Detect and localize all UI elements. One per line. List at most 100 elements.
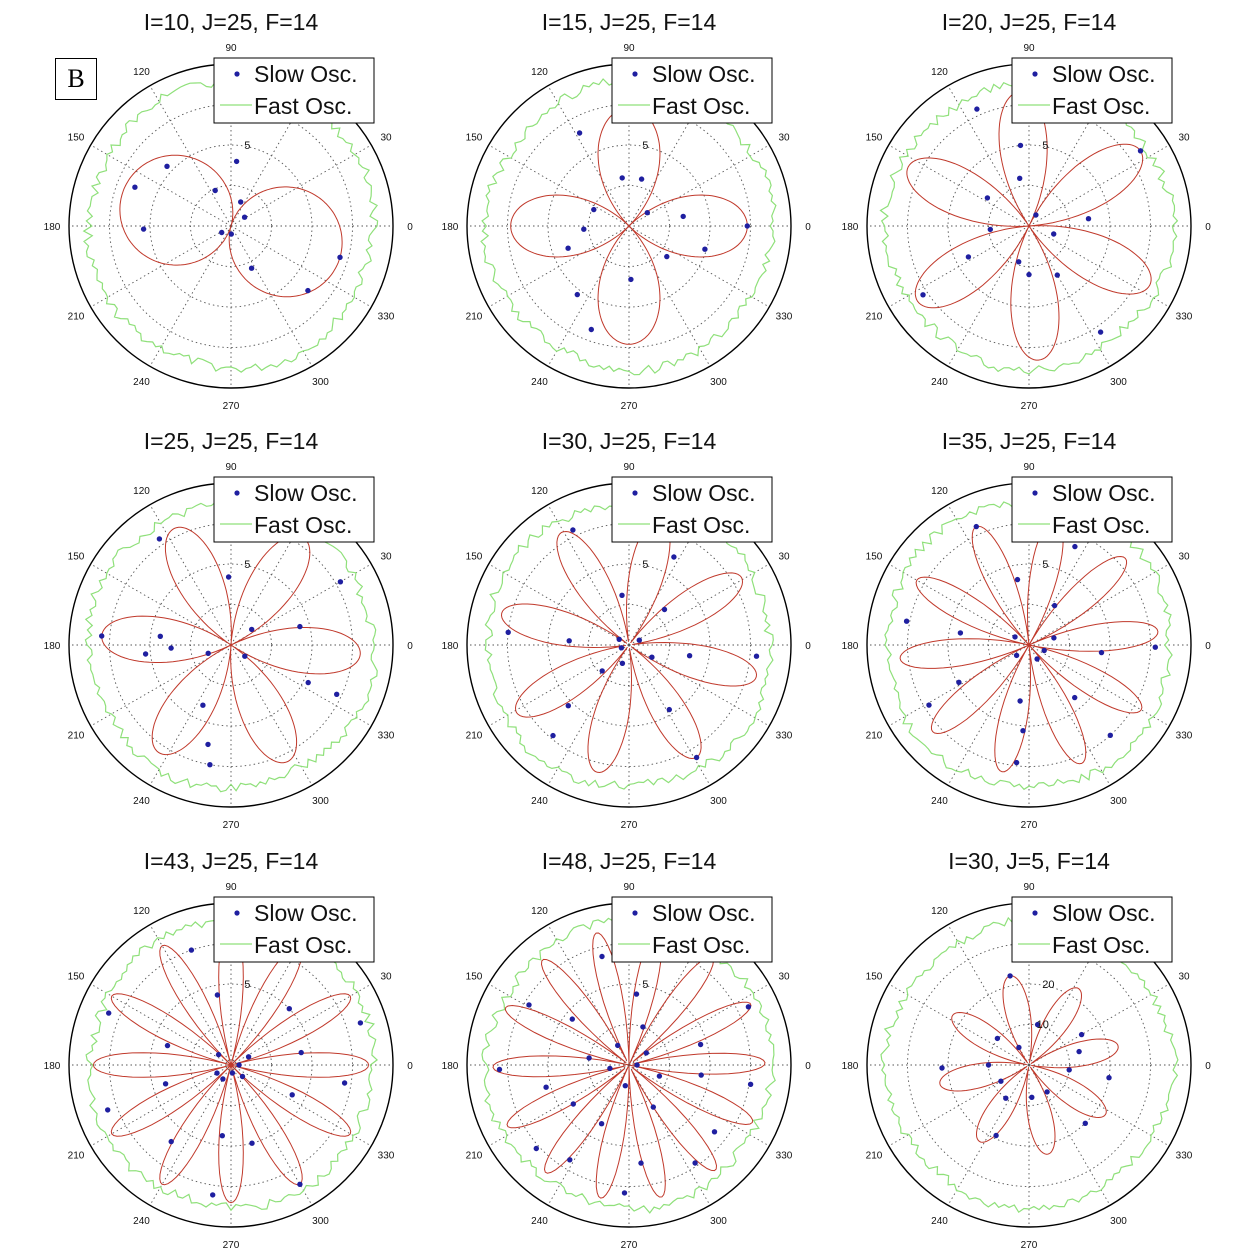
slow-osc-point xyxy=(286,1006,292,1012)
angle-tick-label: 240 xyxy=(133,796,150,807)
angle-tick-label: 0 xyxy=(805,222,811,233)
slow-osc-point xyxy=(207,762,213,768)
slow-osc-point xyxy=(581,226,587,232)
angle-tick-label: 150 xyxy=(866,972,883,983)
angle-tick-label: 120 xyxy=(531,486,548,497)
angle-tick-label: 300 xyxy=(1110,377,1127,388)
angle-tick-label: 330 xyxy=(378,731,395,742)
legend-slow-label: Slow Osc. xyxy=(652,900,756,926)
slow-osc-point xyxy=(106,1010,112,1016)
slow-osc-point xyxy=(649,654,655,660)
angle-tick-label: 210 xyxy=(466,312,483,323)
legend: Slow Osc. Fast Osc. xyxy=(1011,57,1173,124)
slow-osc-point xyxy=(993,1132,999,1139)
slow-osc-point xyxy=(586,1055,592,1061)
slow-osc-point xyxy=(619,175,625,181)
angle-tick-label: 180 xyxy=(442,641,459,652)
angle-tick-label: 270 xyxy=(621,401,638,412)
slow-osc-point xyxy=(686,653,693,659)
legend-fast-label: Fast Osc. xyxy=(254,93,352,119)
slow-osc-point xyxy=(200,702,206,708)
legend-fast-label: Fast Osc. xyxy=(652,512,750,538)
slow-osc-point xyxy=(680,213,686,220)
angle-tick-label: 30 xyxy=(1178,133,1190,144)
angle-tick-label: 300 xyxy=(710,796,727,807)
angle-tick-label: 330 xyxy=(1176,1151,1193,1162)
slow-osc-point xyxy=(297,1181,303,1188)
slow-osc-point xyxy=(702,246,708,252)
angle-tick-label: 240 xyxy=(531,377,548,388)
grid-spoke xyxy=(488,225,630,308)
angle-tick-label: 300 xyxy=(312,796,329,807)
grid-spoke xyxy=(888,144,1030,227)
radial-tick-label: 5 xyxy=(244,559,250,571)
slow-osc-point xyxy=(214,992,221,998)
legend-slow-marker xyxy=(1032,71,1038,77)
legend: Slow Osc. Fast Osc. xyxy=(1011,896,1173,963)
grid-spoke xyxy=(90,144,232,227)
slow-osc-point xyxy=(215,1051,222,1058)
angle-tick-label: 330 xyxy=(776,731,793,742)
slow-osc-point xyxy=(533,1145,539,1152)
angle-tick-label: 90 xyxy=(623,462,635,473)
slow-osc-point xyxy=(957,630,964,636)
legend: Slow Osc. Fast Osc. xyxy=(611,896,773,963)
slow-osc-point xyxy=(566,638,572,644)
slow-osc-point xyxy=(591,206,597,213)
slow-osc-point xyxy=(1051,602,1058,609)
radial-tick-label: 5 xyxy=(1042,140,1048,152)
slow-osc-point xyxy=(225,574,232,580)
angle-tick-label: 330 xyxy=(378,312,395,323)
legend-slow-marker xyxy=(632,71,638,77)
slow-osc-point xyxy=(745,1004,752,1010)
slow-osc-point xyxy=(615,1042,621,1049)
slow-osc-point xyxy=(140,226,147,232)
slow-osc-point xyxy=(565,703,571,709)
angle-tick-label: 300 xyxy=(312,1216,329,1227)
radial-tick-label: 5 xyxy=(244,979,250,991)
angle-tick-label: 0 xyxy=(805,641,811,652)
legend-slow-marker xyxy=(632,490,638,496)
slow-osc-point xyxy=(1016,259,1022,265)
slow-osc-point xyxy=(1097,329,1104,335)
slow-osc-point xyxy=(496,1066,503,1073)
grid-spoke xyxy=(547,225,630,367)
slow-osc-point xyxy=(640,1024,646,1030)
slow-osc-point xyxy=(242,653,248,659)
slow-osc-point xyxy=(238,199,244,205)
grid-spoke xyxy=(149,85,232,227)
slow-osc-point xyxy=(164,163,170,169)
angle-tick-label: 330 xyxy=(776,1151,793,1162)
angle-tick-label: 210 xyxy=(68,1151,85,1162)
slow-osc-point xyxy=(1016,1044,1022,1051)
slow-osc-point xyxy=(1152,644,1159,650)
angle-tick-label: 0 xyxy=(1205,641,1211,652)
slow-osc-point xyxy=(1013,652,1020,659)
legend: Slow Osc. Fast Osc. xyxy=(1011,476,1173,543)
angle-tick-label: 270 xyxy=(1021,401,1038,412)
slow-osc-point xyxy=(228,231,234,237)
grid-spoke xyxy=(947,644,1030,786)
angle-tick-label: 0 xyxy=(407,222,413,233)
slow-osc-point xyxy=(1041,647,1047,654)
angle-tick-label: 180 xyxy=(842,1061,859,1072)
grid-spoke xyxy=(628,563,770,646)
slow-osc-point xyxy=(289,1092,295,1098)
angle-tick-label: 90 xyxy=(225,882,237,893)
slow-osc-point xyxy=(249,1140,255,1146)
slow-osc-point xyxy=(298,1049,304,1056)
grid-spoke xyxy=(628,1064,711,1206)
slow-osc-point xyxy=(1044,1089,1050,1095)
slow-osc-point xyxy=(1082,1120,1089,1127)
angle-tick-label: 180 xyxy=(44,222,61,233)
slow-osc-point xyxy=(926,702,932,708)
angle-tick-label: 150 xyxy=(866,552,883,563)
grid-spoke xyxy=(230,644,313,786)
chart-title: I=43, J=25, F=14 xyxy=(144,848,319,874)
angle-tick-label: 0 xyxy=(407,1061,413,1072)
grid-spoke xyxy=(90,225,232,308)
legend-fast-label: Fast Osc. xyxy=(1052,512,1150,538)
angle-tick-label: 210 xyxy=(866,1151,883,1162)
legend-fast-label: Fast Osc. xyxy=(652,93,750,119)
slow-osc-point xyxy=(576,130,583,136)
